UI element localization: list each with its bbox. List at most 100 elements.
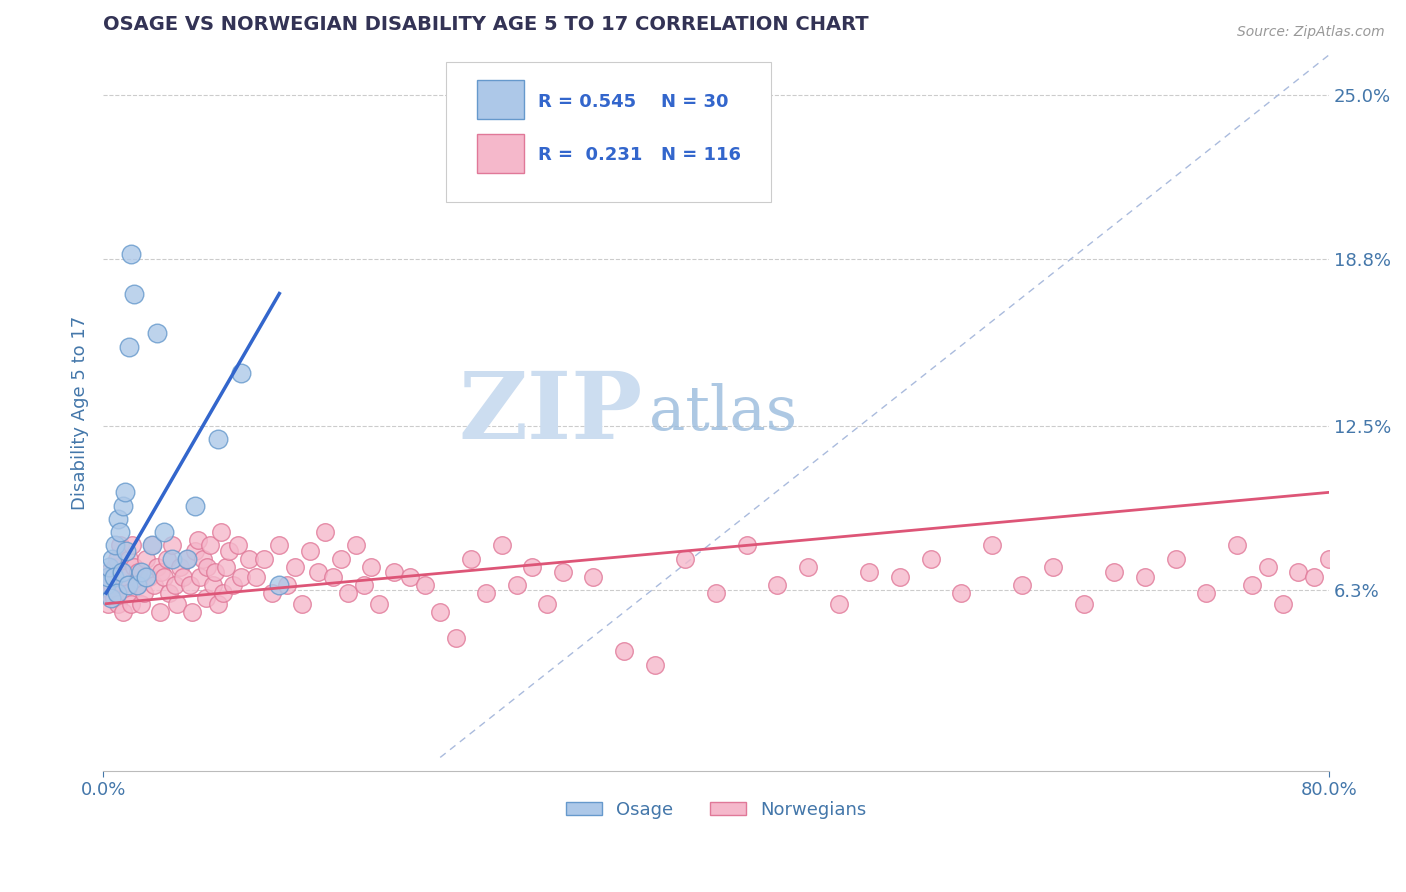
Point: [1195, 586, 1218, 600]
Point: [337, 586, 360, 600]
Point: [1133, 570, 1156, 584]
Point: [1226, 538, 1249, 552]
Point: [188, 570, 211, 584]
Point: [131, 597, 153, 611]
Point: [112, 499, 135, 513]
Point: [131, 565, 153, 579]
Point: [114, 485, 136, 500]
Point: [181, 605, 204, 619]
Point: [520, 559, 543, 574]
Point: [150, 565, 173, 579]
Point: [980, 538, 1002, 552]
Point: [1302, 570, 1324, 584]
Point: [209, 525, 232, 540]
Point: [398, 570, 420, 584]
Point: [105, 586, 128, 600]
Point: [314, 525, 336, 540]
Bar: [477, 134, 523, 173]
Point: [96, 578, 118, 592]
Point: [108, 538, 131, 552]
Point: [125, 578, 148, 592]
Point: [110, 578, 132, 592]
Point: [142, 578, 165, 592]
Point: [101, 578, 124, 592]
Point: [125, 578, 148, 592]
Point: [141, 538, 163, 552]
Point: [145, 326, 167, 341]
Point: [153, 525, 176, 540]
Point: [229, 366, 252, 380]
Point: [121, 538, 143, 552]
Point: [1241, 578, 1264, 592]
Point: [135, 551, 157, 566]
Bar: [477, 80, 523, 120]
Point: [613, 644, 636, 658]
Point: [200, 538, 222, 552]
FancyBboxPatch shape: [446, 62, 770, 202]
Point: [444, 631, 467, 645]
Point: [172, 570, 194, 584]
Point: [536, 597, 558, 611]
Point: [413, 578, 436, 592]
Point: [1286, 565, 1309, 579]
Point: [950, 586, 973, 600]
Point: [105, 551, 128, 566]
Point: [1104, 565, 1126, 579]
Point: [1011, 578, 1033, 592]
Point: [100, 591, 122, 606]
Point: [673, 551, 696, 566]
Point: [166, 597, 188, 611]
Point: [253, 551, 276, 566]
Point: [551, 565, 574, 579]
Point: [291, 597, 314, 611]
Point: [120, 597, 142, 611]
Text: N = 116: N = 116: [661, 146, 741, 164]
Point: [1073, 597, 1095, 611]
Point: [226, 538, 249, 552]
Point: [104, 559, 127, 574]
Y-axis label: Disability Age 5 to 17: Disability Age 5 to 17: [72, 316, 89, 510]
Point: [117, 586, 139, 600]
Point: [97, 597, 120, 611]
Point: [211, 586, 233, 600]
Point: [827, 597, 849, 611]
Point: [475, 586, 498, 600]
Point: [104, 538, 127, 552]
Point: [117, 578, 139, 592]
Text: ZIP: ZIP: [458, 368, 643, 458]
Point: [187, 533, 209, 547]
Point: [858, 565, 880, 579]
Text: R =  0.231: R = 0.231: [538, 146, 643, 164]
Point: [122, 559, 145, 574]
Point: [118, 551, 141, 566]
Point: [97, 570, 120, 584]
Point: [218, 543, 240, 558]
Point: [260, 586, 283, 600]
Point: [160, 551, 183, 566]
Point: [353, 578, 375, 592]
Point: [134, 586, 156, 600]
Point: [298, 543, 321, 558]
Point: [245, 570, 267, 584]
Point: [184, 543, 207, 558]
Point: [115, 543, 138, 558]
Point: [195, 559, 218, 574]
Text: R = 0.545: R = 0.545: [538, 93, 637, 111]
Point: [107, 597, 129, 611]
Text: Source: ZipAtlas.com: Source: ZipAtlas.com: [1237, 25, 1385, 39]
Point: [194, 591, 217, 606]
Point: [176, 551, 198, 566]
Point: [920, 551, 942, 566]
Point: [157, 586, 180, 600]
Point: [322, 570, 344, 584]
Point: [120, 247, 142, 261]
Point: [491, 538, 513, 552]
Point: [360, 559, 382, 574]
Point: [229, 570, 252, 584]
Point: [276, 578, 298, 592]
Point: [122, 286, 145, 301]
Point: [207, 597, 229, 611]
Point: [1164, 551, 1187, 566]
Point: [344, 538, 367, 552]
Point: [100, 570, 122, 584]
